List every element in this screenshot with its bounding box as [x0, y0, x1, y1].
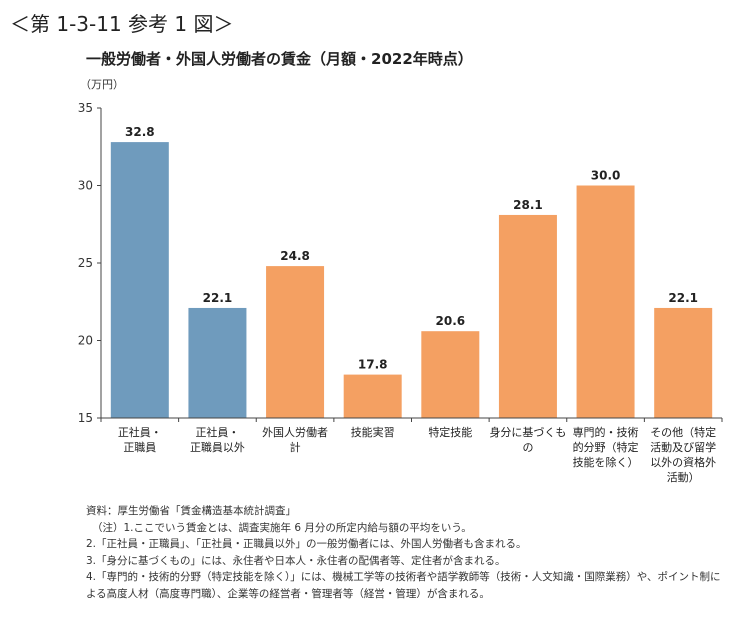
chart-title: 一般労働者・外国人労働者の賃金（月額・2022年時点） [86, 50, 473, 68]
y-tick-label: 15 [78, 411, 93, 425]
bar-value-label: 24.8 [280, 249, 310, 263]
bar-value-label: 22.1 [668, 291, 698, 305]
x-category-label: 外国人労働者計 [262, 425, 328, 454]
note-source: 資料：厚生労働省「賃金構造基本統計調査」 [86, 505, 296, 517]
note-3: 3.「身分に基づくもの」には、永住者や日本人・永住者の配偶者等、定住者が含まれる… [86, 554, 506, 567]
notes: 資料：厚生労働省「賃金構造基本統計調査」 （注）1.ここでいう賃金とは、調査実施… [86, 503, 726, 602]
bar-value-label: 17.8 [358, 358, 388, 372]
bar [576, 185, 635, 418]
bar [188, 307, 247, 418]
bar [498, 214, 557, 418]
x-category-label: 正社員・正職員以外 [190, 425, 245, 454]
bar [421, 331, 480, 418]
note-4: 4.「専門的・技術的分野（特定技能を除く）」には、機械工学等の技術者や語学教師等… [86, 571, 721, 600]
y-tick-label: 30 [78, 179, 93, 193]
x-category-label: 身分に基づくもの [489, 425, 566, 454]
y-tick-label: 25 [78, 256, 93, 270]
x-category-label: 特定技能 [428, 425, 472, 439]
bar-value-label: 30.0 [591, 169, 621, 183]
note-1: （注）1.ここでいう賃金とは、調査実施年 6 月分の所定内給与額の平均をいう。 [92, 521, 472, 534]
figure-label: ＜第 1-3-11 参考 1 図＞ [10, 12, 234, 36]
bar [110, 142, 169, 418]
x-category-label: その他（特定活動及び留学以外の資格外活動） [650, 425, 716, 484]
bar-value-label: 32.8 [125, 125, 155, 139]
x-category-label: 正社員・正職員 [118, 425, 162, 454]
y-axis-unit: （万円） [80, 78, 124, 91]
bar [343, 374, 402, 418]
bar [266, 266, 325, 418]
y-tick-label: 35 [78, 101, 93, 115]
bar-chart: 15 20 25 30 35 32.8 正社員・正職員 22.1 正社員・正職員以外 24.8 外国… [78, 101, 723, 484]
x-category-label: 専門的・技術的分野（特定技能を除く） [573, 425, 639, 469]
y-tick-label: 20 [78, 334, 93, 348]
bar [654, 307, 713, 418]
bar-value-label: 28.1 [513, 198, 543, 212]
note-2: 2.「正社員・正職員」、「正社員・正職員以外」の一般労働者には、外国人労働者も含… [86, 538, 527, 550]
bar-value-label: 22.1 [203, 291, 233, 305]
bar-value-label: 20.6 [436, 314, 466, 328]
x-category-label: 技能実習 [351, 425, 395, 439]
